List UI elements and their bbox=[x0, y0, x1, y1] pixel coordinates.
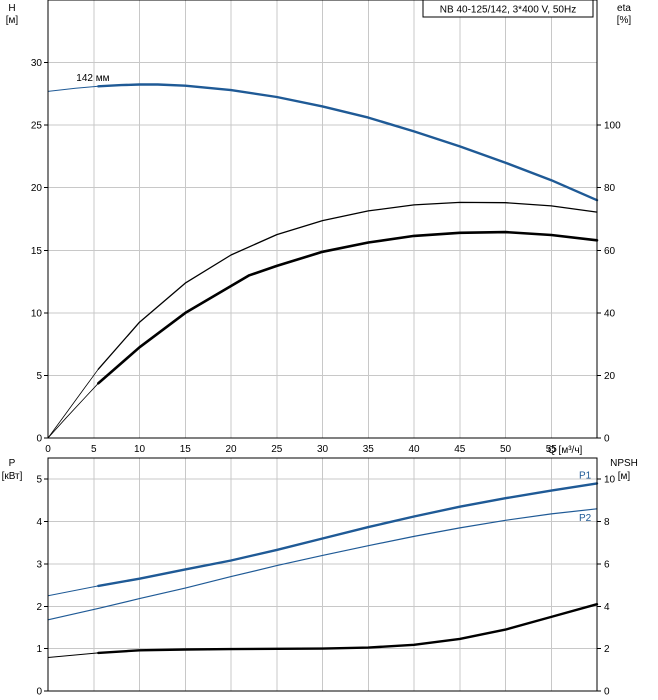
lower-left-tick-label: 1 bbox=[36, 644, 42, 655]
lower-series-group: P1 P2 bbox=[47, 470, 599, 658]
upper-series-3-line bbox=[97, 230, 599, 385]
upper-series-0-line bbox=[97, 83, 599, 202]
lower-grid bbox=[48, 458, 597, 691]
lower-left-tick-label: 4 bbox=[36, 517, 42, 528]
lower-left-tick-label: 2 bbox=[36, 602, 42, 613]
upper-right-tick-label: 0 bbox=[604, 434, 610, 445]
x-tick-label: 50 bbox=[500, 444, 512, 455]
upper-left-axis-label-line2: [м] bbox=[6, 15, 19, 26]
upper-right-tick-label: 60 bbox=[604, 246, 616, 257]
lower-right-tick-label: 8 bbox=[604, 517, 610, 528]
upper-right-tick-label: 100 bbox=[604, 121, 621, 132]
upper-left-axis-label-line1: H bbox=[8, 3, 15, 14]
lower-series-4-extrapolated-line bbox=[47, 652, 99, 658]
lower-left-tick-label: 3 bbox=[36, 559, 42, 570]
lower-left-tick-label: 5 bbox=[36, 475, 42, 486]
series-p2-label: P2 bbox=[579, 513, 592, 524]
upper-right-tick-label: 20 bbox=[604, 371, 616, 382]
upper-series-group: 142 мм bbox=[47, 73, 599, 439]
lower-ticks: 0 1 2 3 4 5 0 2 4 6 8 10 bbox=[36, 475, 615, 698]
x-tick-label: 5 bbox=[91, 444, 97, 455]
upper-series-1-extrapolated-line bbox=[47, 85, 99, 92]
upper-left-tick-label: 15 bbox=[31, 246, 43, 257]
lower-right-axis-label-line2: [м] bbox=[618, 471, 631, 482]
model-label-box bbox=[422, 0, 594, 18]
series-p1-label: P1 bbox=[579, 470, 592, 481]
lower-right-tick-label: 6 bbox=[604, 559, 610, 570]
lower-right-tick-label: 10 bbox=[604, 475, 616, 486]
upper-left-tick-label: 10 bbox=[31, 308, 43, 319]
lower-series-3-line bbox=[97, 603, 599, 655]
x-tick-label: 20 bbox=[225, 444, 237, 455]
series-p2-line bbox=[47, 508, 598, 621]
x-tick-label: 0 bbox=[45, 444, 51, 455]
upper-ticks: 0 5 10 15 20 25 30 0 20 40 60 80 100 0 5 10 15 20 25 30 35 40… bbox=[31, 58, 621, 455]
upper-plot-frame bbox=[47, 0, 598, 439]
upper-series-2-line bbox=[97, 201, 598, 370]
upper-left-tick-label: 5 bbox=[36, 371, 42, 382]
lower-left-tick-label: 0 bbox=[36, 687, 42, 698]
lower-right-axis-label-line1: NPSH bbox=[610, 458, 638, 469]
upper-left-tick-label: 30 bbox=[31, 58, 43, 69]
x-axis-label: Q [м³/ч] bbox=[548, 445, 583, 456]
series-p1-line bbox=[97, 482, 599, 588]
upper-series-4-extrapolated-line bbox=[47, 368, 99, 439]
upper-right-tick-label: 80 bbox=[604, 183, 616, 194]
x-tick-label: 10 bbox=[134, 444, 146, 455]
x-tick-label: 45 bbox=[454, 444, 466, 455]
x-tick-label: 30 bbox=[317, 444, 329, 455]
x-tick-label: 25 bbox=[271, 444, 283, 455]
x-tick-label: 40 bbox=[408, 444, 420, 455]
lower-right-tick-label: 4 bbox=[604, 602, 610, 613]
lower-plot-frame bbox=[47, 457, 598, 692]
lower-left-axis-label-line2: [кВт] bbox=[2, 471, 23, 482]
upper-left-tick-label: 25 bbox=[31, 121, 43, 132]
upper-series-5-extrapolated-line bbox=[47, 382, 99, 439]
lower-right-tick-label: 0 bbox=[604, 687, 610, 698]
x-tick-label: 35 bbox=[363, 444, 375, 455]
lower-left-axis-label-line1: P bbox=[9, 458, 16, 469]
upper-plot: 142 мм 0 5 10 15 20 25 30 0 20 40 60 80 100 0 5 10 15 20 2… bbox=[6, 0, 632, 456]
lower-right-tick-label: 2 bbox=[604, 644, 610, 655]
upper-grid bbox=[48, 0, 597, 438]
upper-left-tick-label: 20 bbox=[31, 183, 43, 194]
model-label: NB 40-125/142, 3*400 V, 50Hz bbox=[440, 5, 576, 16]
x-tick-label: 55 bbox=[546, 444, 558, 455]
upper-right-axis-label-line1: eta bbox=[617, 3, 631, 14]
upper-right-tick-label: 40 bbox=[604, 308, 616, 319]
lower-series-1-extrapolated-line bbox=[47, 585, 99, 597]
lower-plot: P1 P2 0 1 2 3 4 5 0 2 4 6 8 10 P [кВт] NPSH [м] bbox=[2, 457, 638, 698]
upper-left-tick-label: 0 bbox=[36, 434, 42, 445]
x-tick-label: 15 bbox=[180, 444, 192, 455]
impeller-diameter-annotation: 142 мм bbox=[76, 73, 109, 84]
upper-right-axis-label-line2: [%] bbox=[617, 15, 632, 26]
